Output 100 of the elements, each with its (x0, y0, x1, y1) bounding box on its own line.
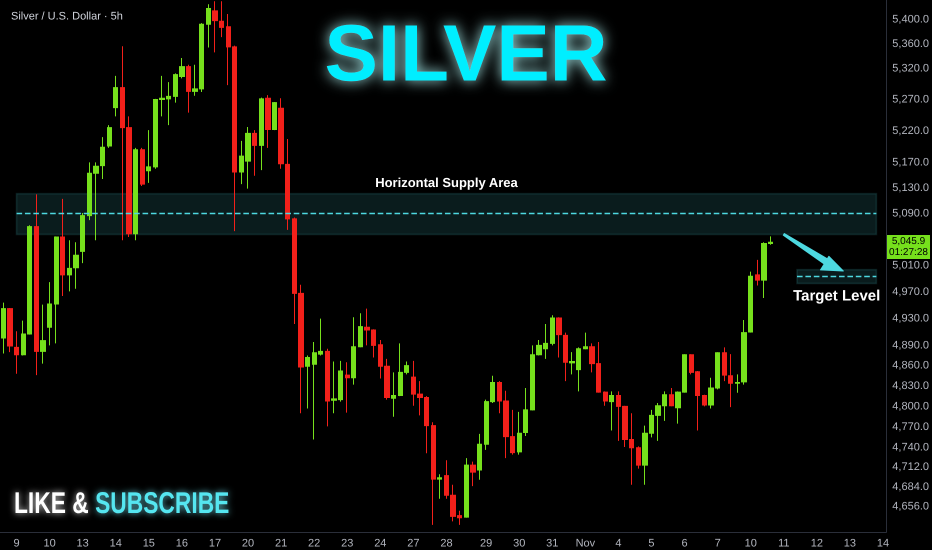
candlestick (285, 138, 290, 230)
y-tick-label: 5,400.0 (892, 13, 929, 26)
y-tick-label: 4,930.0 (892, 312, 929, 325)
x-tick-label: 21 (274, 538, 288, 550)
candlestick (60, 198, 65, 297)
candlestick (345, 362, 350, 414)
candlestick (669, 387, 674, 407)
x-tick-label: 10 (744, 538, 757, 550)
candlestick (278, 98, 284, 170)
x-tick-label: 20 (242, 538, 254, 550)
x-tick-label: 13 (76, 538, 89, 550)
x-tick-label: 15 (142, 538, 155, 550)
y-tick-label: 4,970.0 (892, 286, 929, 298)
candlestick (40, 304, 46, 364)
x-tick-label: 22 (308, 538, 320, 550)
x-tick-label: 24 (374, 538, 386, 550)
y-tick-label: 4,684.0 (892, 480, 929, 493)
y-tick-label: 5,130.0 (892, 182, 929, 194)
y-tick-label: 4,712.0 (892, 461, 929, 474)
y-tick-label: 5,170.0 (892, 156, 929, 168)
y-tick-label: 4,860.0 (892, 360, 929, 372)
band-label: Horizontal Supply Area (375, 174, 518, 190)
candlestick (272, 101, 277, 131)
candlestick (437, 474, 442, 500)
candlestick (563, 332, 568, 382)
x-tick-label: 27 (407, 538, 420, 550)
x-tick-label: 23 (341, 538, 354, 550)
x-tick-label: 28 (440, 538, 453, 550)
candlestick (603, 390, 608, 406)
candlestick (431, 422, 436, 526)
candlestick (252, 130, 257, 176)
y-tick-label: 4,830.0 (892, 380, 929, 392)
candlestick (140, 147, 145, 187)
candlestick (583, 332, 588, 350)
candlestick (14, 330, 19, 374)
x-tick-label: 14 (110, 538, 122, 550)
y-tick-label: 5,220.0 (892, 124, 929, 137)
candlestick (358, 312, 363, 348)
candlestick (113, 75, 118, 117)
band-label: Target Level (793, 287, 880, 304)
candlestick (722, 346, 727, 382)
candlestick (477, 433, 482, 480)
chart-title: SILVER (324, 8, 608, 98)
text: 01:27:28 (888, 247, 929, 258)
x-tick-label: 7 (714, 538, 721, 550)
candlestick (259, 97, 264, 171)
candlestick (609, 390, 614, 431)
candlestick (550, 314, 555, 346)
candlestick (470, 461, 476, 487)
x-tick-label: 14 (876, 538, 890, 550)
y-tick-label: 4,656.0 (892, 500, 929, 512)
candlestick (305, 354, 310, 409)
x-tick-label: 16 (176, 538, 188, 550)
y-tick-label: 4,740.0 (892, 442, 929, 454)
candlestick (391, 372, 396, 418)
candlestick (265, 94, 271, 148)
candlestick (80, 212, 85, 264)
y-tick-label: 5,270.0 (892, 93, 929, 106)
candlestick (146, 130, 151, 184)
x-tick-label: 11 (778, 538, 790, 550)
candlestick (702, 394, 707, 407)
candlestick (206, 4, 211, 48)
annotation: LIKE & SUBSCRIBE (14, 487, 230, 520)
x-tick-label: 31 (546, 538, 558, 550)
x-tick-label: 10 (43, 538, 56, 550)
x-tick-label: 4 (615, 538, 622, 550)
candlestick (556, 316, 562, 358)
candlestick (1, 302, 6, 354)
candlestick (73, 242, 79, 290)
y-tick-label: 5,360.0 (892, 38, 929, 50)
candlestick (67, 240, 72, 292)
candlestick (464, 458, 469, 518)
candlestick (325, 348, 330, 427)
x-tick-label: Nov (576, 538, 596, 550)
x-tick-label: 30 (513, 538, 526, 550)
candlestick (107, 124, 112, 148)
y-tick-label: 4,800.0 (892, 400, 929, 412)
candlestick (186, 64, 191, 114)
x-tick-label: 6 (682, 538, 688, 550)
text: 5,045.9 (890, 236, 926, 248)
candlestick (7, 307, 13, 353)
y-tick-label: 5,320.0 (892, 62, 929, 74)
candlestick (34, 194, 39, 376)
candlestick (54, 236, 59, 344)
candlestick (47, 282, 52, 346)
x-tick-label: 12 (810, 538, 823, 550)
y-tick-label: 4,890.0 (892, 339, 929, 352)
candlestick (755, 259, 760, 286)
x-tick-label: 13 (844, 538, 856, 550)
candlestick (351, 316, 356, 386)
y-tick-label: 5,090.0 (892, 208, 929, 220)
candlestick (133, 147, 138, 241)
x-tick-label: 9 (13, 538, 20, 550)
text: Silver / U.S. Dollar · 5h (11, 10, 123, 22)
x-tick-label: 29 (480, 538, 492, 550)
y-tick-label: 5,010.0 (892, 260, 929, 272)
candlestick (636, 446, 641, 470)
y-tick-label: 4,770.0 (892, 421, 929, 434)
x-tick-label: 5 (648, 538, 655, 550)
candlestick (728, 354, 733, 408)
